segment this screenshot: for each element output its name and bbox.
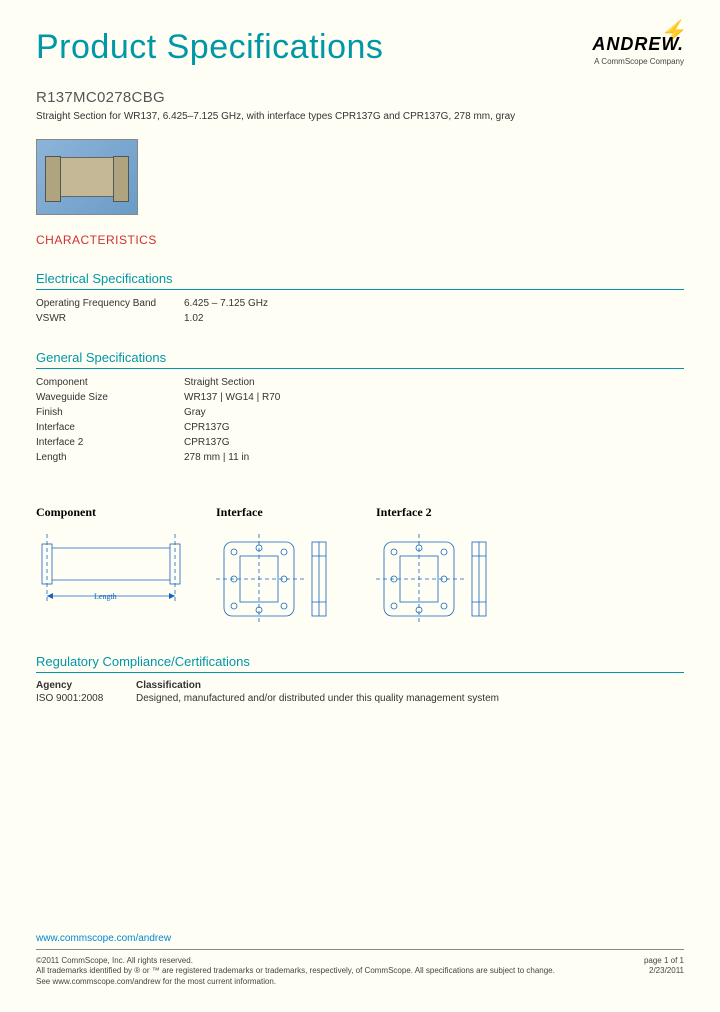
reg-header-classification: Classification bbox=[136, 680, 684, 691]
table-row: ISO 9001:2008 Designed, manufactured and… bbox=[36, 692, 684, 705]
spec-label: Operating Frequency Band bbox=[36, 298, 184, 309]
reg-classification: Designed, manufactured and/or distribute… bbox=[136, 693, 684, 704]
spec-label: Waveguide Size bbox=[36, 392, 184, 403]
footer-page-number: page 1 of 1 bbox=[644, 956, 684, 967]
spec-label: Length bbox=[36, 452, 184, 463]
spec-row: VSWR 1.02 bbox=[36, 311, 684, 326]
svg-text:Length: Length bbox=[94, 592, 117, 601]
footer-seemore: See www.commscope.com/andrew for the mos… bbox=[36, 977, 555, 988]
diagram-component-title: Component bbox=[36, 505, 186, 520]
spec-value: Straight Section bbox=[184, 377, 684, 388]
footer-copyright: ©2011 CommScope, Inc. All rights reserve… bbox=[36, 956, 555, 967]
logo-name: ANDREW. bbox=[592, 34, 684, 55]
interface-diagram-icon bbox=[216, 534, 346, 624]
spec-row: Interface CPR137G bbox=[36, 420, 684, 435]
footer-date: 2/23/2011 bbox=[644, 966, 684, 977]
spec-value: WR137 | WG14 | R70 bbox=[184, 392, 684, 403]
section-electrical-heading: Electrical Specifications bbox=[36, 271, 684, 290]
spec-label: Component bbox=[36, 377, 184, 388]
page-title: Product Specifications bbox=[36, 28, 383, 67]
table-header-row: Agency Classification bbox=[36, 679, 684, 692]
part-number: R137MC0278CBG bbox=[36, 89, 684, 106]
spec-row: Finish Gray bbox=[36, 405, 684, 420]
product-description: Straight Section for WR137, 6.425–7.125 … bbox=[36, 110, 684, 123]
component-diagram-icon: Length bbox=[36, 534, 186, 614]
spec-label: Interface 2 bbox=[36, 437, 184, 448]
diagram-interface-title: Interface bbox=[216, 505, 346, 520]
spec-value: 278 mm | 11 in bbox=[184, 452, 684, 463]
page-footer: www.commscope.com/andrew ©2011 CommScope… bbox=[36, 933, 684, 988]
logo-tagline: A CommScope Company bbox=[592, 57, 684, 66]
spec-label: Finish bbox=[36, 407, 184, 418]
footer-trademark: All trademarks identified by ® or ™ are … bbox=[36, 966, 555, 977]
spec-value: CPR137G bbox=[184, 437, 684, 448]
spec-row: Component Straight Section bbox=[36, 375, 684, 390]
section-general-heading: General Specifications bbox=[36, 350, 684, 369]
regulatory-table: Agency Classification ISO 9001:2008 Desi… bbox=[36, 679, 684, 705]
footer-link[interactable]: www.commscope.com/andrew bbox=[36, 933, 684, 950]
spec-value: CPR137G bbox=[184, 422, 684, 433]
spec-row: Length 278 mm | 11 in bbox=[36, 450, 684, 465]
brand-logo: ⚡ ANDREW. A CommScope Company bbox=[592, 28, 684, 66]
spec-value: Gray bbox=[184, 407, 684, 418]
footer-legal: ©2011 CommScope, Inc. All rights reserve… bbox=[36, 956, 555, 988]
spec-label: Interface bbox=[36, 422, 184, 433]
reg-header-agency: Agency bbox=[36, 680, 136, 691]
electrical-table: Operating Frequency Band 6.425 – 7.125 G… bbox=[36, 296, 684, 326]
spec-label: VSWR bbox=[36, 313, 184, 324]
characteristics-heading: CHARACTERISTICS bbox=[36, 233, 684, 247]
spec-value: 1.02 bbox=[184, 313, 684, 324]
interface2-diagram-icon bbox=[376, 534, 506, 624]
section-regulatory-heading: Regulatory Compliance/Certifications bbox=[36, 654, 684, 673]
spec-row: Interface 2 CPR137G bbox=[36, 435, 684, 450]
spec-value: 6.425 – 7.125 GHz bbox=[184, 298, 684, 309]
reg-agency: ISO 9001:2008 bbox=[36, 693, 136, 704]
diagrams-row: Component Length Interface bbox=[36, 505, 684, 624]
footer-pageinfo: page 1 of 1 2/23/2011 bbox=[624, 956, 684, 988]
general-table: Component Straight Section Waveguide Siz… bbox=[36, 375, 684, 465]
diagram-interface2-title: Interface 2 bbox=[376, 505, 506, 520]
spec-row: Waveguide Size WR137 | WG14 | R70 bbox=[36, 390, 684, 405]
spec-row: Operating Frequency Band 6.425 – 7.125 G… bbox=[36, 296, 684, 311]
product-image bbox=[36, 139, 138, 215]
